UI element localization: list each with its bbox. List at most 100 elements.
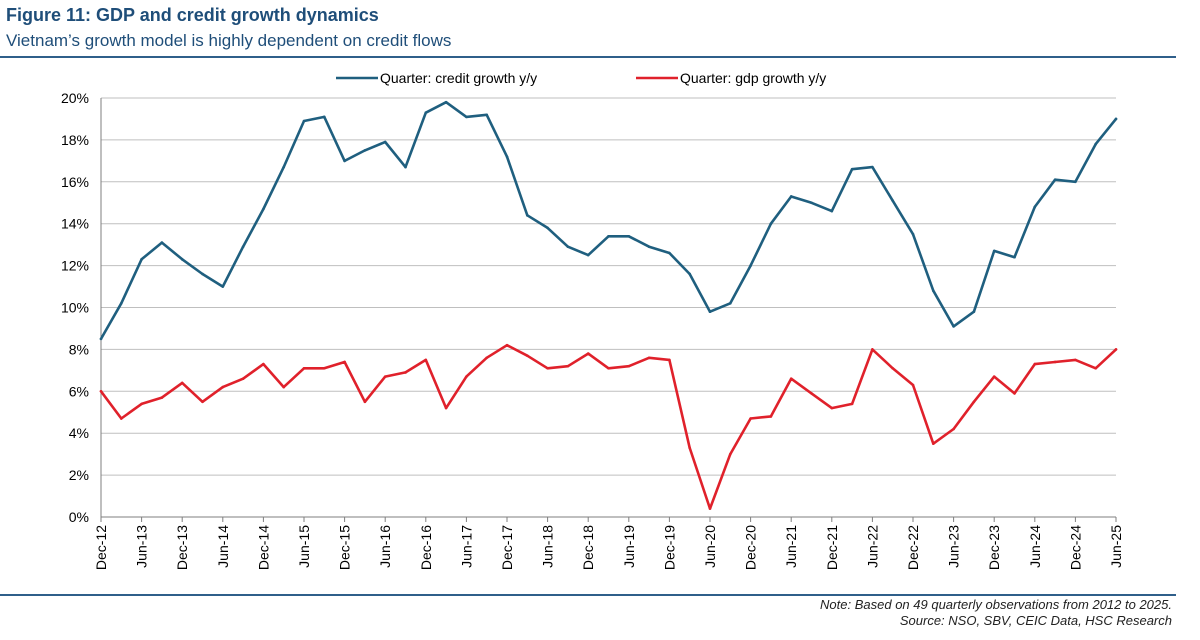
x-tick-label: Jun-19 bbox=[621, 525, 637, 568]
credit-growth-point bbox=[850, 167, 854, 171]
gdp-growth-point bbox=[363, 400, 367, 404]
credit-growth-point bbox=[302, 119, 306, 123]
gdp-growth-point bbox=[546, 366, 549, 370]
gdp-growth-point bbox=[972, 400, 976, 404]
legend-credit-label: Quarter: credit growth y/y bbox=[380, 70, 537, 86]
credit-growth-point bbox=[383, 140, 387, 144]
credit-growth-point bbox=[546, 226, 549, 230]
credit-growth-point bbox=[343, 159, 346, 163]
credit-growth-point bbox=[952, 325, 955, 328]
gdp-growth-point bbox=[404, 371, 407, 374]
top-divider bbox=[0, 56, 1176, 58]
x-tick-label: Dec-15 bbox=[337, 525, 353, 570]
gdp-growth-point bbox=[911, 383, 915, 387]
credit-growth-point bbox=[323, 115, 326, 119]
credit-growth-point bbox=[120, 302, 123, 305]
gdp-growth-point bbox=[444, 406, 448, 410]
x-tick-label: Dec-18 bbox=[580, 525, 596, 570]
y-tick-label: 2% bbox=[69, 467, 89, 483]
y-tick-label: 14% bbox=[61, 216, 89, 232]
credit-growth-point bbox=[810, 201, 813, 205]
credit-growth-point bbox=[424, 111, 428, 114]
y-tick-label: 20% bbox=[61, 90, 89, 106]
credit-growth-point bbox=[404, 165, 407, 169]
gdp-growth-point bbox=[810, 392, 813, 395]
gdp-growth-point bbox=[1094, 366, 1097, 370]
gdp-growth-point bbox=[708, 507, 712, 510]
y-tick-label: 18% bbox=[61, 132, 89, 148]
gdp-growth-point bbox=[749, 417, 752, 420]
credit-growth-point bbox=[668, 251, 671, 255]
x-tick-label: Jun-20 bbox=[702, 525, 718, 568]
axes bbox=[100, 98, 1117, 522]
gdp-growth-point bbox=[627, 364, 631, 368]
x-tick-label: Jun-24 bbox=[1027, 525, 1043, 568]
credit-growth-point bbox=[201, 272, 204, 276]
x-tick-label: Dec-23 bbox=[986, 525, 1002, 570]
credit-growth-line bbox=[99, 100, 1118, 341]
gdp-growth-point bbox=[241, 377, 245, 381]
credit-growth-point bbox=[1013, 255, 1016, 259]
gdp-growth-point bbox=[282, 385, 286, 389]
gdp-growth-point bbox=[99, 390, 103, 393]
x-tick-label: Jun-21 bbox=[783, 525, 799, 568]
credit-growth-point bbox=[729, 302, 732, 305]
gdp-growth-point bbox=[424, 358, 428, 362]
credit-growth-point bbox=[1094, 142, 1097, 146]
credit-growth-point bbox=[749, 264, 752, 267]
credit-growth-point bbox=[769, 222, 773, 225]
gdp-growth-point bbox=[1033, 362, 1037, 366]
credit-growth-point bbox=[688, 272, 691, 276]
figure-subtitle: Vietnam’s growth model is highly depende… bbox=[6, 31, 452, 50]
credit-growth-point bbox=[1033, 205, 1037, 209]
x-axis-tick-labels: Dec-12 Jun-13 Dec-13 Jun-14 Dec-14 Jun-15 Dec-… bbox=[93, 525, 1124, 570]
y-tick-label: 10% bbox=[61, 300, 89, 316]
gdp-growth-point bbox=[1074, 358, 1077, 362]
x-tick-label: Dec-21 bbox=[824, 525, 840, 570]
gdp-growth-point bbox=[323, 366, 326, 370]
y-tick-label: 16% bbox=[61, 174, 89, 190]
credit-growth-point bbox=[647, 245, 651, 249]
credit-growth-point bbox=[708, 310, 712, 313]
x-tick-label: Jun-14 bbox=[215, 525, 231, 568]
credit-growth-point bbox=[262, 207, 265, 211]
gdp-growth-point bbox=[140, 402, 143, 406]
gdp-growth-point bbox=[932, 442, 935, 445]
x-tick-label: Jun-25 bbox=[1108, 525, 1124, 568]
credit-growth-point bbox=[992, 249, 996, 253]
gdp-growth-point bbox=[830, 406, 834, 410]
credit-growth-point bbox=[830, 209, 834, 213]
gdp-growth-point bbox=[465, 375, 468, 378]
gdp-growth-point bbox=[485, 356, 489, 360]
credit-growth-point bbox=[911, 232, 915, 236]
x-tick-label: Jun-22 bbox=[864, 525, 880, 568]
x-tick-label: Jun-16 bbox=[377, 525, 393, 568]
credit-growth-point bbox=[485, 113, 489, 117]
gdp-growth-point bbox=[526, 354, 529, 357]
credit-growth-point bbox=[1114, 117, 1118, 121]
gdp-growth-point bbox=[992, 375, 996, 378]
credit-growth-point bbox=[566, 245, 570, 249]
gdp-growth-point bbox=[1114, 348, 1118, 351]
footnote-source: Source: NSO, SBV, CEIC Data, HSC Researc… bbox=[899, 613, 1172, 628]
credit-growth-point bbox=[891, 199, 894, 202]
x-tick-label: Dec-12 bbox=[93, 525, 109, 570]
y-tick-label: 0% bbox=[69, 509, 89, 525]
x-tick-label: Dec-16 bbox=[418, 525, 434, 570]
x-tick-label: Dec-17 bbox=[499, 525, 515, 570]
gdp-growth-point bbox=[769, 415, 773, 418]
x-tick-label: Dec-19 bbox=[661, 525, 677, 570]
credit-growth-point bbox=[871, 165, 874, 169]
bottom-divider bbox=[0, 594, 1176, 596]
credit-growth-point bbox=[140, 258, 143, 261]
x-tick-label: Jun-13 bbox=[134, 525, 150, 568]
x-tick-label: Jun-23 bbox=[946, 525, 962, 568]
credit-growth-point bbox=[99, 337, 103, 341]
y-tick-label: 12% bbox=[61, 258, 89, 274]
credit-growth-point bbox=[586, 253, 590, 257]
gdp-growth-point bbox=[262, 362, 265, 366]
gdp-growth-point bbox=[505, 343, 509, 347]
footnote: Note: Based on 49 quarterly observations… bbox=[820, 597, 1172, 629]
series-lines bbox=[99, 100, 1118, 510]
gdp-growth-point bbox=[647, 356, 651, 360]
